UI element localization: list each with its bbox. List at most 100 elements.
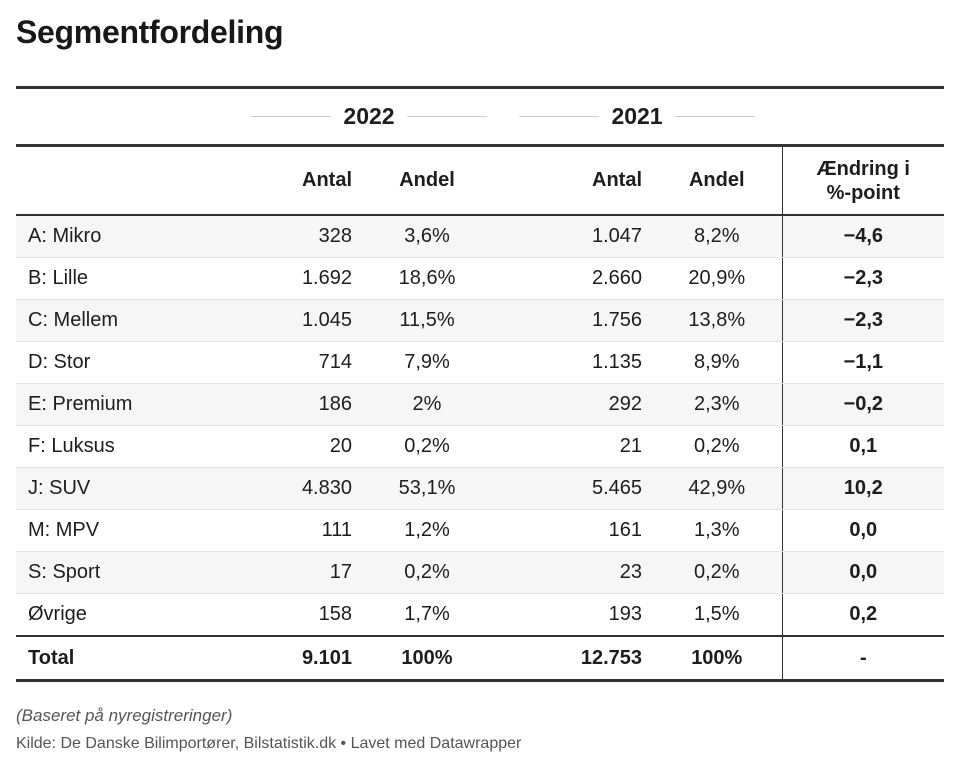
cell-antal-2022: 714 <box>246 341 362 384</box>
column-header-change: Ændring i %-point <box>781 145 945 216</box>
total-label: Total <box>16 635 246 682</box>
total-andel-2022: 100% <box>362 635 493 682</box>
column-header-antal-2021: Antal <box>492 145 653 216</box>
cell-andel-2021: 13,8% <box>652 299 783 342</box>
cell-change: 0,1 <box>781 425 945 468</box>
cell-antal-2021: 1.047 <box>492 215 653 258</box>
cell-antal-2021: 23 <box>492 551 653 594</box>
group-header-2022: 2022 <box>246 86 493 147</box>
cell-andel-2021: 2,3% <box>652 383 783 426</box>
footnote: (Baseret på nyregistreringer) <box>16 706 233 725</box>
total-andel-2021: 100% <box>652 635 783 682</box>
table-row: J: SUV 4.830 53,1% 5.465 42,9% 10,2 <box>16 467 945 510</box>
cell-change: −2,3 <box>781 257 945 300</box>
cell-segment: S: Sport <box>16 551 246 594</box>
table-row: C: Mellem 1.045 11,5% 1.756 13,8% −2,3 <box>16 299 945 342</box>
total-row: Total 9.101 100% 12.753 100% - <box>16 635 945 682</box>
cell-andel-2021: 20,9% <box>652 257 783 300</box>
group-rule-left <box>519 116 600 117</box>
cell-segment: Øvrige <box>28 603 87 625</box>
cell-andel-2022: 0,2% <box>362 551 493 594</box>
cell-change: 0,0 <box>781 551 945 594</box>
group-rule-left <box>251 116 332 117</box>
column-header-andel-2022: Andel <box>362 145 493 216</box>
cell-antal-2022: 20 <box>246 425 362 468</box>
cell-antal-2021: 292 <box>492 383 653 426</box>
cell-segment: D: Stor <box>16 341 246 384</box>
group-header-empty <box>16 86 246 147</box>
cell-andel-2022: 7,9% <box>362 341 493 384</box>
cell-change: −1,1 <box>781 341 945 384</box>
cell-change: 10,2 <box>781 467 945 510</box>
cell-andel-2021: 1,5% <box>693 603 740 625</box>
table-row: Øvrige 158 1,7% 193 1,5% 0,2 <box>16 593 945 636</box>
group-rule-right <box>406 116 487 117</box>
cell-antal-2022: 17 <box>246 551 362 594</box>
cell-andel-2021: 42,9% <box>652 467 783 510</box>
cell-change: 0,0 <box>781 509 945 552</box>
cell-change: −0,2 <box>781 383 945 426</box>
cell-antal-2022: 1.692 <box>246 257 362 300</box>
cell-antal-2021: 2.660 <box>492 257 653 300</box>
group-header-change <box>782 86 945 147</box>
column-header-antal-2022: Antal <box>246 145 362 216</box>
cell-andel-2021: 1,3% <box>652 509 783 552</box>
cell-antal-2021: 1.135 <box>492 341 653 384</box>
cell-change: −2,3 <box>781 299 945 342</box>
cell-antal-2022: 111 <box>246 509 362 552</box>
table-row: B: Lille 1.692 18,6% 2.660 20,9% −2,3 <box>16 257 945 300</box>
group-header-2021: 2021 <box>492 86 783 147</box>
group-rule-right <box>674 116 755 117</box>
cell-antal-2021: 5.465 <box>492 467 653 510</box>
cell-antal-2022: 158 <box>318 603 352 625</box>
cell-andel-2022: 11,5% <box>362 299 493 342</box>
group-label-2022: 2022 <box>343 103 395 129</box>
cell-andel-2022: 2% <box>362 383 493 426</box>
column-header-change-line1: Ændring i <box>816 157 910 180</box>
table-row: A: Mikro 328 3,6% 1.047 8,2% −4,6 <box>16 215 945 258</box>
cell-andel-2022: 0,2% <box>362 425 493 468</box>
column-header-andel-2021: Andel <box>652 145 783 216</box>
cell-segment: A: Mikro <box>16 215 246 258</box>
table-row: D: Stor 714 7,9% 1.135 8,9% −1,1 <box>16 341 945 384</box>
table-row: F: Luksus 20 0,2% 21 0,2% 0,1 <box>16 425 945 468</box>
total-antal-2021: 12.753 <box>492 635 653 682</box>
total-antal-2022: 9.101 <box>246 635 362 682</box>
cell-segment: C: Mellem <box>16 299 246 342</box>
chart-title: Segmentfordeling <box>16 14 284 50</box>
cell-andel-2021: 8,2% <box>652 215 783 258</box>
cell-andel-2021: 0,2% <box>652 551 783 594</box>
cell-andel-2021: 8,9% <box>652 341 783 384</box>
cell-change: 0,2 <box>781 593 945 636</box>
cell-andel-2022: 1,7% <box>404 603 450 625</box>
table-row: M: MPV 111 1,2% 161 1,3% 0,0 <box>16 509 945 552</box>
table-row: S: Sport 17 0,2% 23 0,2% 0,0 <box>16 551 945 594</box>
cell-antal-2022: 328 <box>246 215 362 258</box>
cell-segment: E: Premium <box>16 383 246 426</box>
cell-antal-2021: 193 <box>608 603 643 625</box>
column-header-change-line2: %-point <box>826 181 900 204</box>
cell-antal-2022: 1.045 <box>246 299 362 342</box>
cell-andel-2021: 0,2% <box>652 425 783 468</box>
column-header-row: Antal Andel Antal Andel Ændring i %-poin… <box>16 145 945 216</box>
cell-segment: B: Lille <box>16 257 246 300</box>
cell-andel-2022: 3,6% <box>362 215 493 258</box>
column-header-segment <box>16 145 246 216</box>
cell-antal-2022: 186 <box>246 383 362 426</box>
table-body: A: Mikro 328 3,6% 1.047 8,2% −4,6 B: Lille 1.69… <box>16 215 945 636</box>
cell-andel-2022: 18,6% <box>362 257 493 300</box>
group-label-2021: 2021 <box>611 103 663 129</box>
cell-andel-2022: 53,1% <box>362 467 493 510</box>
cell-antal-2021: 1.756 <box>492 299 653 342</box>
segment-table: 2022 2021 Antal Andel Antal <box>16 86 945 682</box>
total-change: - <box>781 635 945 682</box>
table-row: E: Premium 186 2% 292 2,3% −0,2 <box>16 383 945 426</box>
cell-andel-2022: 1,2% <box>362 509 493 552</box>
cell-antal-2021: 161 <box>492 509 653 552</box>
source-line: Kilde: De Danske Bilimportører, Bilstati… <box>16 735 522 752</box>
cell-antal-2021: 21 <box>492 425 653 468</box>
cell-segment: M: MPV <box>16 509 246 552</box>
cell-antal-2022: 4.830 <box>246 467 362 510</box>
group-header-row: 2022 2021 <box>16 86 945 147</box>
cell-segment: J: SUV <box>16 467 246 510</box>
